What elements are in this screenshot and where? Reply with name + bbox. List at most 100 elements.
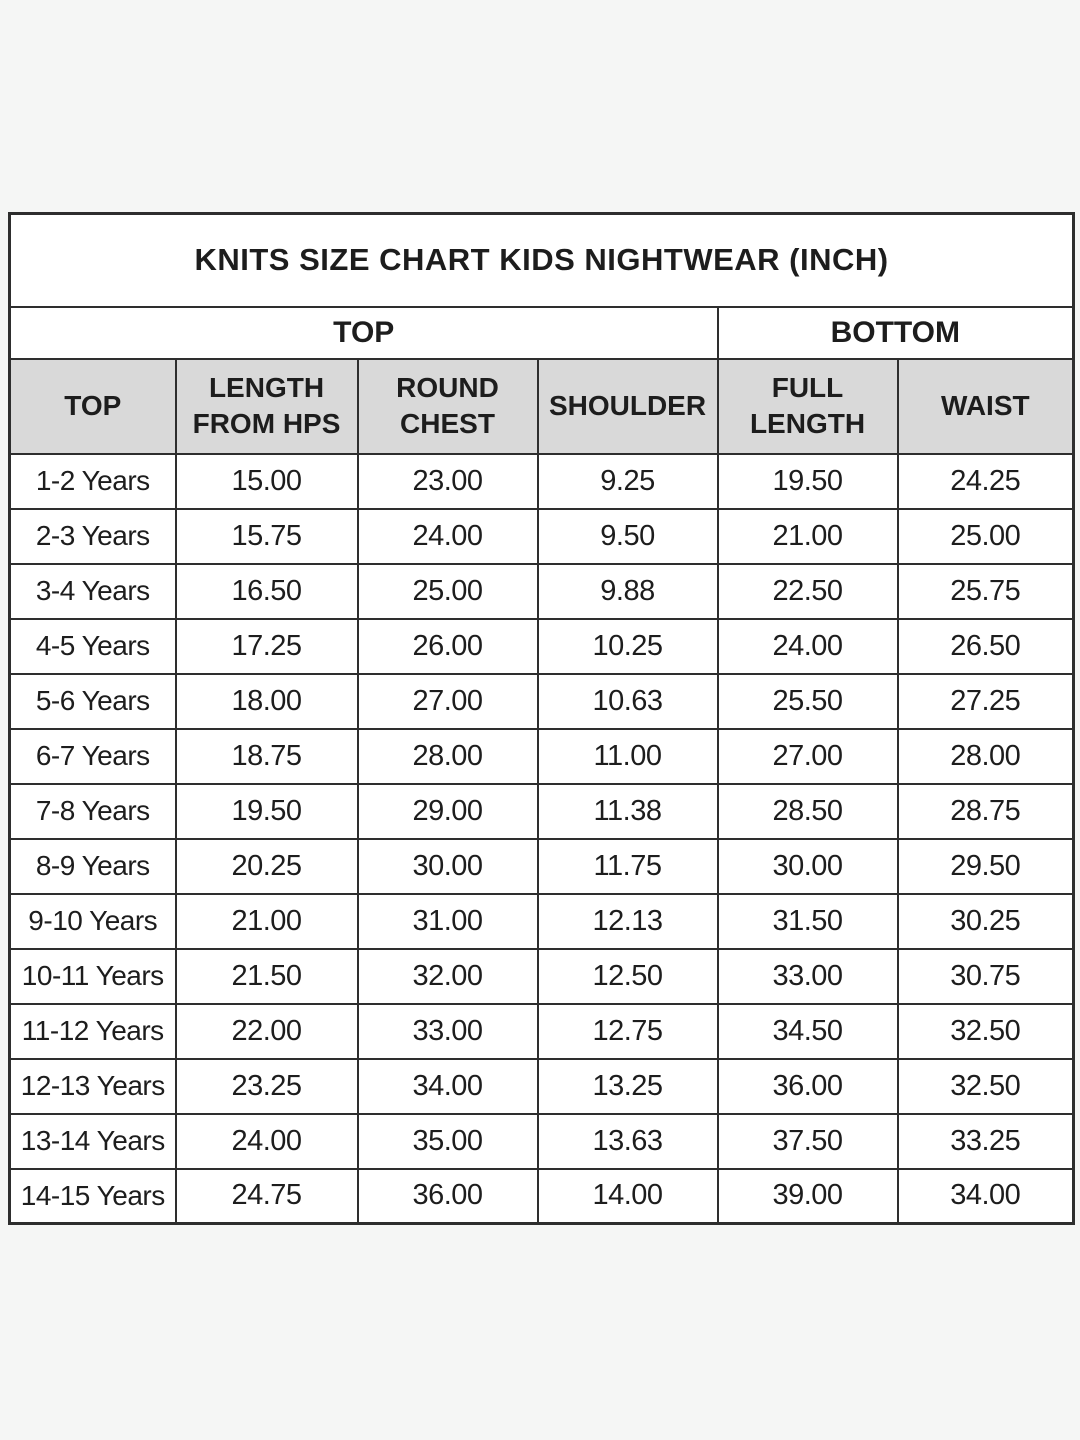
column-header: LENGTH FROM HPS: [174, 357, 359, 455]
measurement-cell: 9.25: [536, 452, 719, 510]
measurement-cell: 30.00: [356, 837, 539, 895]
table-row: 10-11 Years 21.50 32.00 12.50 33.00 30.75: [8, 947, 1075, 1005]
measurement-cell: 32.50: [896, 1002, 1075, 1060]
measurement-cell: 24.25: [896, 452, 1075, 510]
column-header: FULL LENGTH: [716, 357, 899, 455]
column-header: TOP: [8, 357, 177, 455]
measurement-cell: 32.50: [896, 1057, 1075, 1115]
measurement-cell: 35.00: [356, 1112, 539, 1170]
measurement-cell: 17.25: [174, 617, 359, 675]
measurement-cell: 23.25: [174, 1057, 359, 1115]
measurement-cell: 32.00: [356, 947, 539, 1005]
measurement-cell: 31.00: [356, 892, 539, 950]
table-title: KNITS SIZE CHART KIDS NIGHTWEAR (INCH): [8, 212, 1075, 308]
measurement-cell: 34.00: [356, 1057, 539, 1115]
measurement-cell: 29.50: [896, 837, 1075, 895]
table-row: 5-6 Years 18.00 27.00 10.63 25.50 27.25: [8, 672, 1075, 730]
measurement-cell: 24.00: [716, 617, 899, 675]
measurement-cell: 33.25: [896, 1112, 1075, 1170]
column-header-row: TOP LENGTH FROM HPS ROUND CHEST SHOULDER FUL…: [8, 357, 1075, 455]
size-label-cell: 1-2 Years: [8, 452, 177, 510]
measurement-cell: 24.00: [356, 507, 539, 565]
measurement-cell: 22.50: [716, 562, 899, 620]
measurement-cell: 27.00: [716, 727, 899, 785]
title-row: KNITS SIZE CHART KIDS NIGHTWEAR (INCH): [8, 212, 1075, 308]
measurement-cell: 10.25: [536, 617, 719, 675]
table-row: 6-7 Years 18.75 28.00 11.00 27.00 28.00: [8, 727, 1075, 785]
table-row: 2-3 Years 15.75 24.00 9.50 21.00 25.00: [8, 507, 1075, 565]
table-row: 12-13 Years 23.25 34.00 13.25 36.00 32.50: [8, 1057, 1075, 1115]
size-label-cell: 11-12 Years: [8, 1002, 177, 1060]
size-label-cell: 5-6 Years: [8, 672, 177, 730]
table-row: 1-2 Years 15.00 23.00 9.25 19.50 24.25: [8, 452, 1075, 510]
measurement-cell: 31.50: [716, 892, 899, 950]
table-row: 9-10 Years 21.00 31.00 12.13 31.50 30.25: [8, 892, 1075, 950]
measurement-cell: 28.50: [716, 782, 899, 840]
measurement-cell: 37.50: [716, 1112, 899, 1170]
group-header-bottom: BOTTOM: [716, 305, 1075, 360]
table-row: 13-14 Years 24.00 35.00 13.63 37.50 33.25: [8, 1112, 1075, 1170]
group-header-row: TOP BOTTOM: [8, 305, 1075, 360]
measurement-cell: 36.00: [716, 1057, 899, 1115]
measurement-cell: 21.50: [174, 947, 359, 1005]
size-label-cell: 3-4 Years: [8, 562, 177, 620]
column-header: SHOULDER: [536, 357, 719, 455]
measurement-cell: 19.50: [716, 452, 899, 510]
column-header: ROUND CHEST: [356, 357, 539, 455]
column-header: WAIST: [896, 357, 1075, 455]
measurement-cell: 34.50: [716, 1002, 899, 1060]
measurement-cell: 10.63: [536, 672, 719, 730]
measurement-cell: 25.00: [356, 562, 539, 620]
table-row: 4-5 Years 17.25 26.00 10.25 24.00 26.50: [8, 617, 1075, 675]
measurement-cell: 18.75: [174, 727, 359, 785]
measurement-cell: 12.50: [536, 947, 719, 1005]
size-label-cell: 13-14 Years: [8, 1112, 177, 1170]
measurement-cell: 9.88: [536, 562, 719, 620]
measurement-cell: 11.38: [536, 782, 719, 840]
measurement-cell: 30.25: [896, 892, 1075, 950]
measurement-cell: 9.50: [536, 507, 719, 565]
measurement-cell: 23.00: [356, 452, 539, 510]
measurement-cell: 25.50: [716, 672, 899, 730]
measurement-cell: 20.25: [174, 837, 359, 895]
table-row: 14-15 Years 24.75 36.00 14.00 39.00 34.00: [8, 1167, 1075, 1225]
measurement-cell: 22.00: [174, 1002, 359, 1060]
size-label-cell: 9-10 Years: [8, 892, 177, 950]
measurement-cell: 21.00: [174, 892, 359, 950]
measurement-cell: 33.00: [356, 1002, 539, 1060]
measurement-cell: 15.00: [174, 452, 359, 510]
measurement-cell: 25.75: [896, 562, 1075, 620]
measurement-cell: 21.00: [716, 507, 899, 565]
size-label-cell: 7-8 Years: [8, 782, 177, 840]
measurement-cell: 12.13: [536, 892, 719, 950]
measurement-cell: 33.00: [716, 947, 899, 1005]
group-header-top: TOP: [8, 305, 719, 360]
measurement-cell: 30.75: [896, 947, 1075, 1005]
size-label-cell: 10-11 Years: [8, 947, 177, 1005]
measurement-cell: 16.50: [174, 562, 359, 620]
size-label-cell: 8-9 Years: [8, 837, 177, 895]
measurement-cell: 28.00: [356, 727, 539, 785]
measurement-cell: 26.00: [356, 617, 539, 675]
measurement-cell: 13.25: [536, 1057, 719, 1115]
size-label-cell: 12-13 Years: [8, 1057, 177, 1115]
measurement-cell: 13.63: [536, 1112, 719, 1170]
measurement-cell: 30.00: [716, 837, 899, 895]
measurement-cell: 27.00: [356, 672, 539, 730]
measurement-cell: 15.75: [174, 507, 359, 565]
measurement-cell: 14.00: [536, 1167, 719, 1225]
table-row: 7-8 Years 19.50 29.00 11.38 28.50 28.75: [8, 782, 1075, 840]
measurement-cell: 12.75: [536, 1002, 719, 1060]
measurement-cell: 11.75: [536, 837, 719, 895]
measurement-cell: 28.00: [896, 727, 1075, 785]
table-row: 8-9 Years 20.25 30.00 11.75 30.00 29.50: [8, 837, 1075, 895]
measurement-cell: 27.25: [896, 672, 1075, 730]
measurement-cell: 39.00: [716, 1167, 899, 1225]
measurement-cell: 19.50: [174, 782, 359, 840]
table-row: 11-12 Years 22.00 33.00 12.75 34.50 32.50: [8, 1002, 1075, 1060]
measurement-cell: 11.00: [536, 727, 719, 785]
measurement-cell: 34.00: [896, 1167, 1075, 1225]
measurement-cell: 18.00: [174, 672, 359, 730]
measurement-cell: 26.50: [896, 617, 1075, 675]
